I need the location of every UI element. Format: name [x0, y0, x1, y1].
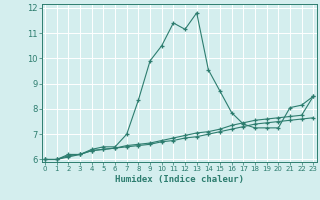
X-axis label: Humidex (Indice chaleur): Humidex (Indice chaleur): [115, 175, 244, 184]
